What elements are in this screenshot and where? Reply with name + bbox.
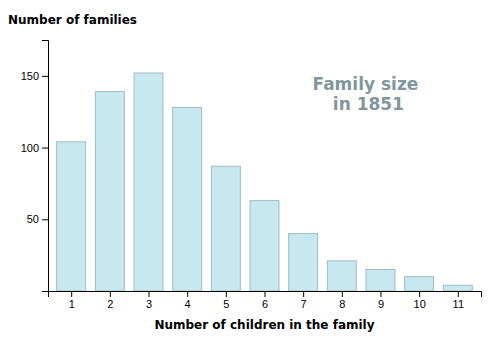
x-tick-label: 6 — [262, 298, 268, 310]
bar — [443, 285, 472, 291]
y-tick-mark — [42, 76, 48, 77]
title-line: in 1851 — [333, 94, 404, 114]
x-axis-title: Number of children in the family — [154, 318, 374, 332]
bar — [366, 269, 395, 291]
x-tick-mark — [380, 291, 381, 297]
x-tick-mark — [303, 291, 304, 297]
x-axis: 1 2 3 4 5 6 7 8 9 10 11 — [49, 291, 482, 310]
x-tick: 8 — [339, 291, 345, 310]
x-tick-mark — [342, 291, 343, 297]
y-tick-mark — [42, 148, 48, 149]
x-tick-mark — [458, 291, 459, 297]
y-tick: 150 — [21, 70, 48, 82]
bar — [211, 166, 240, 291]
x-tick-label: 8 — [339, 298, 345, 310]
bar — [327, 261, 356, 291]
bar — [57, 142, 86, 291]
x-tick: 9 — [378, 291, 384, 310]
chart: 1 2 3 4 5 6 7 8 9 10 11 50 100 150 Number of children … — [0, 0, 499, 339]
x-tick-label: 7 — [301, 298, 307, 310]
bar — [289, 234, 318, 291]
x-tick-label: 2 — [107, 298, 113, 310]
bar — [134, 73, 163, 291]
bar — [95, 92, 124, 291]
x-tick-label: 9 — [378, 298, 384, 310]
x-tick-label: 11 — [453, 298, 464, 310]
title: Family size in 1851 — [313, 74, 425, 114]
bar — [250, 201, 279, 291]
x-tick-label: 3 — [146, 298, 152, 310]
y-axis-title: Number of families — [8, 13, 137, 27]
x-tick-label: 10 — [414, 298, 426, 310]
x-tick: 7 — [301, 291, 307, 310]
x-tick-mark — [110, 291, 111, 297]
x-tick: 11 — [453, 291, 464, 310]
x-tick-mark — [71, 291, 72, 297]
title-line: Family size — [313, 74, 419, 94]
x-tick-label: 4 — [185, 298, 191, 310]
x-tick: 6 — [262, 291, 268, 310]
y-tick-label: 150 — [21, 70, 39, 82]
y-tick: 50 — [27, 213, 48, 225]
bars — [57, 73, 473, 291]
x-tick-mark — [265, 291, 266, 297]
bar — [173, 107, 202, 291]
y-tick-label: 50 — [27, 213, 39, 225]
x-tick: 3 — [146, 291, 152, 310]
x-tick-mark — [419, 291, 420, 297]
x-tick: 4 — [185, 291, 191, 310]
x-tick: 5 — [223, 291, 229, 310]
x-tick: 10 — [414, 291, 426, 310]
x-tick: 1 — [69, 291, 75, 310]
y-tick: 100 — [21, 142, 48, 154]
x-tick-mark — [226, 291, 227, 297]
y-axis-line — [42, 41, 49, 292]
x-tick-mark — [187, 291, 188, 297]
x-tick-label: 1 — [69, 298, 75, 310]
y-axis: 50 100 150 — [21, 41, 49, 292]
x-axis-line — [49, 292, 482, 298]
bar — [405, 277, 434, 291]
x-tick-label: 5 — [223, 298, 229, 310]
x-tick: 2 — [107, 291, 113, 310]
plot: 1 2 3 4 5 6 7 8 9 10 11 50 100 150 — [21, 41, 482, 310]
y-tick-mark — [42, 219, 48, 220]
y-tick-label: 100 — [21, 142, 39, 154]
x-tick-mark — [149, 291, 150, 297]
